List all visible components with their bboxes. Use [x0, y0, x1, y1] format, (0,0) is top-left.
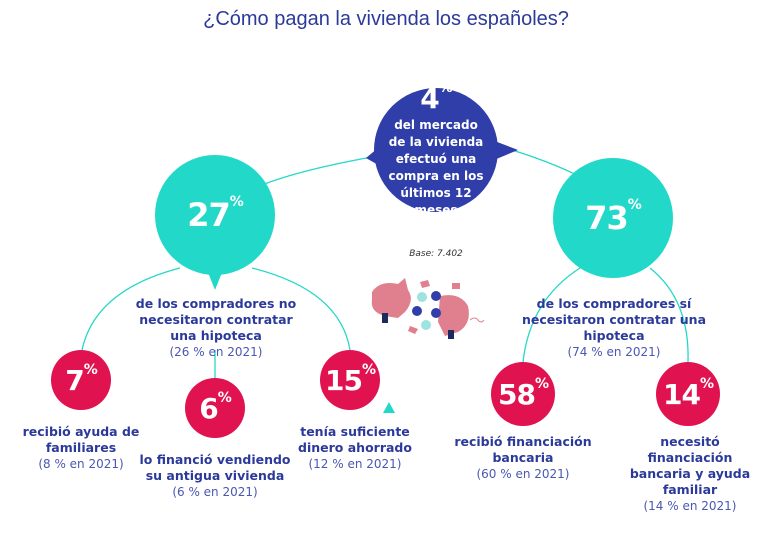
stat-circle-sold-home: 6%: [185, 378, 245, 438]
line-to-15: [251, 267, 351, 351]
text: recibió ayuda de familiares: [22, 424, 140, 455]
mortgage-value: 73: [585, 199, 629, 237]
main-text: del mercado de la vivienda efectuó una c…: [388, 117, 484, 217]
text: necesitó financiación bancaria y ayuda f…: [629, 434, 751, 497]
trend-up-icon: [383, 402, 395, 413]
mortgage-prev: (74 % en 2021): [567, 345, 661, 359]
value: 15: [325, 363, 363, 397]
prev: (6 % en 2021): [172, 485, 258, 499]
line-to-14: [649, 267, 689, 363]
stat-circle-family-help: 7%: [51, 350, 111, 410]
label-sold-home: lo financió vendiendo su antigua viviend…: [135, 452, 295, 500]
unit: %: [699, 375, 714, 392]
stat-circle-bank-financing: 58%: [491, 362, 555, 426]
prev: (8 % en 2021): [38, 457, 124, 471]
main-value: 4: [420, 81, 440, 115]
main-unit: %: [438, 79, 453, 96]
value: 58: [498, 377, 536, 411]
prev: (12 % en 2021): [308, 457, 402, 471]
no-mortgage-unit: %: [229, 194, 244, 210]
label-bank-and-family: necesitó financiación bancaria y ayuda f…: [620, 434, 760, 514]
text: tenía suficiente dinero ahorrado: [298, 424, 412, 455]
text: recibió financiación bancaria: [454, 434, 592, 465]
main-pointer-right: [492, 140, 518, 160]
unit: %: [534, 375, 549, 392]
mortgage-text: de los compradores sí necesitaron contra…: [521, 296, 707, 343]
stat-circle-savings: 15%: [320, 350, 380, 410]
main-stat-circle: 4% del mercado de la vivienda efectuó un…: [374, 80, 498, 217]
value: 7: [65, 363, 85, 397]
label-family-help: recibió ayuda de familiares (8 % en 2021…: [11, 424, 151, 472]
line-main-to-no-mortgage: [261, 156, 373, 186]
no-mortgage-value: 27: [187, 196, 231, 234]
base-note: Base: 7.402: [409, 249, 463, 259]
label-bank-financing: recibió financiación bancaria (60 % en 2…: [448, 434, 598, 482]
no-mortgage-text: de los compradores no necesitaron contra…: [135, 296, 297, 343]
mortgage-circle: 73%: [553, 158, 673, 278]
line-to-7: [81, 267, 181, 351]
text: lo financió vendiendo su antigua viviend…: [139, 452, 291, 483]
value: 14: [663, 377, 701, 411]
no-mortgage-pointer: [207, 270, 223, 290]
no-mortgage-circle: 27%: [155, 155, 275, 275]
label-savings: tenía suficiente dinero ahorrado (12 % e…: [290, 424, 420, 472]
no-mortgage-label: de los compradores no necesitaron contra…: [130, 296, 302, 360]
unit: %: [217, 389, 232, 406]
stat-circle-bank-and-family: 14%: [656, 362, 720, 426]
value: 6: [199, 391, 219, 425]
mortgage-unit: %: [627, 197, 642, 213]
line-to-58: [522, 267, 581, 363]
prev: (14 % en 2021): [643, 499, 737, 513]
unit: %: [361, 361, 376, 378]
piggy-bank-icon: [371, 278, 485, 339]
prev: (60 % en 2021): [476, 467, 570, 481]
mortgage-label: de los compradores sí necesitaron contra…: [498, 296, 730, 360]
page-title: ¿Cómo pagan la vivienda los españoles?: [203, 8, 569, 30]
no-mortgage-prev: (26 % en 2021): [169, 345, 263, 359]
unit: %: [83, 361, 98, 378]
